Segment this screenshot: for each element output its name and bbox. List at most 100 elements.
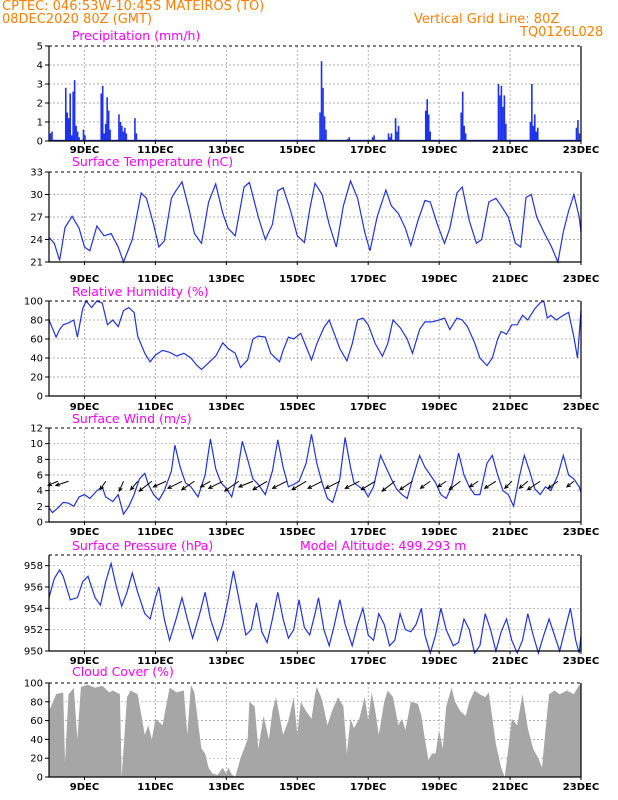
- wind-vector-head: [307, 484, 313, 489]
- precip-bar: [503, 95, 506, 141]
- precip-bar: [101, 85, 104, 141]
- y-tick-label: 21: [30, 258, 43, 269]
- precip-bar: [429, 131, 431, 141]
- wind-vector: [420, 480, 431, 489]
- precip-bar: [323, 116, 326, 141]
- x-tick-label: 21DEC: [492, 402, 528, 413]
- wind-vector: [519, 480, 529, 489]
- y-tick-label: 2: [37, 99, 43, 110]
- precip-bar: [500, 85, 503, 141]
- wind-vector-head: [129, 485, 135, 491]
- wind-vector-head: [271, 484, 277, 489]
- x-tick-label: 11DEC: [137, 782, 173, 793]
- panel-0: 0 1 2 3 4 5 9DEC 11DEC 13DEC 15DEC 17DEC 19DEC 21DEC…: [37, 28, 600, 156]
- x-tick-label: 15DEC: [279, 402, 315, 413]
- cloud-cover-area: [49, 683, 581, 777]
- precip-bar: [118, 114, 120, 141]
- y-tick-label: 40: [30, 354, 43, 365]
- precip-bar: [397, 125, 400, 141]
- precip-bar: [84, 135, 86, 141]
- x-tick-label: 11DEC: [137, 527, 173, 538]
- precip-bar: [578, 133, 581, 141]
- precip-bar: [460, 112, 463, 141]
- series-line: [48, 434, 582, 516]
- y-tick-label: 100: [24, 679, 43, 690]
- wind-vector-head: [526, 485, 532, 491]
- wind-vector: [291, 480, 307, 491]
- precip-bar: [502, 106, 504, 141]
- precip-bar: [424, 110, 427, 141]
- x-tick-label: 21DEC: [492, 274, 528, 285]
- plot-frame: [48, 301, 582, 397]
- x-tick-label: 23DEC: [563, 656, 599, 667]
- x-tick-label: 19DEC: [421, 527, 457, 538]
- y-tick-label: 0: [37, 518, 43, 529]
- wind-vector: [547, 480, 559, 489]
- precip-bar: [119, 122, 122, 141]
- wind-vector: [399, 480, 413, 491]
- wind-vector: [469, 480, 479, 488]
- wind-vector: [99, 480, 107, 490]
- precip-bar: [104, 123, 107, 141]
- wind-vector: [437, 480, 447, 488]
- y-tick-label: 1: [37, 118, 43, 129]
- x-tick-label: 17DEC: [350, 782, 386, 793]
- y-tick-label: 8: [37, 455, 43, 466]
- y-tick-label: 0: [37, 773, 43, 784]
- wind-vector: [47, 480, 59, 486]
- wind-vector-head: [199, 483, 205, 488]
- wind-vector: [224, 480, 240, 492]
- x-tick-label: 19DEC: [421, 274, 457, 285]
- y-tick-label: 3: [37, 80, 43, 91]
- precip-bar: [534, 114, 536, 141]
- precip-bar: [134, 118, 136, 141]
- wind-vector-head: [547, 484, 553, 489]
- precip-bar: [497, 84, 500, 141]
- wind-vector: [345, 480, 360, 489]
- precip-bar: [464, 133, 467, 141]
- panel-4: 950 952 954 956 958 9DEC 11DEC 13DEC 15DEC 17DEC 1…: [24, 538, 599, 667]
- x-tick-label: 19DEC: [421, 782, 457, 793]
- x-tick-label: 15DEC: [279, 145, 315, 156]
- wind-vector-head: [419, 484, 425, 489]
- wind-vector-head: [448, 485, 454, 491]
- y-tick-label: 956: [24, 583, 43, 594]
- wind-vector-head: [483, 484, 489, 489]
- precip-bar: [125, 133, 128, 141]
- wind-vector-head: [252, 486, 258, 491]
- wind-vector-head: [223, 487, 229, 492]
- x-tick-label: 21DEC: [492, 145, 528, 156]
- y-tick-label: 952: [24, 625, 43, 636]
- x-tick-label: 13DEC: [208, 656, 244, 667]
- y-tick-label: 6: [37, 471, 43, 482]
- wind-vector: [238, 480, 254, 488]
- wind-vector-head: [398, 485, 404, 491]
- wind-vector: [138, 480, 153, 492]
- panel-title: Relative Humidity (%): [72, 284, 209, 299]
- x-tick-label: 11DEC: [137, 274, 173, 285]
- wind-vector: [448, 480, 461, 491]
- y-tick-label: 4: [37, 61, 43, 72]
- wind-vector-head: [566, 483, 571, 488]
- wind-vector: [361, 480, 376, 491]
- x-tick-label: 11DEC: [137, 402, 173, 413]
- y-tick-label: 80: [30, 316, 43, 327]
- x-tick-label: 21DEC: [492, 527, 528, 538]
- x-tick-label: 19DEC: [421, 656, 457, 667]
- wind-vector: [208, 480, 224, 489]
- wind-vector-head: [138, 487, 144, 492]
- precip-bar: [82, 129, 85, 141]
- precip-bar: [390, 133, 393, 141]
- header-model: TQ0126L028: [520, 25, 604, 40]
- series-line: [48, 299, 582, 371]
- wind-vector: [153, 480, 167, 488]
- series-line: [48, 179, 582, 265]
- wind-vector-head: [166, 484, 173, 489]
- wind-vector-head: [344, 484, 350, 489]
- panel-2: 0 20 40 60 80 100 9DEC 11DEC 13DEC 15DEC 17DEC 19DE…: [24, 284, 599, 413]
- x-tick-label: 15DEC: [279, 527, 315, 538]
- wind-vector: [504, 480, 513, 489]
- wind-vector-head: [503, 484, 509, 490]
- x-tick-label: 11DEC: [137, 145, 173, 156]
- wind-vector: [181, 480, 195, 491]
